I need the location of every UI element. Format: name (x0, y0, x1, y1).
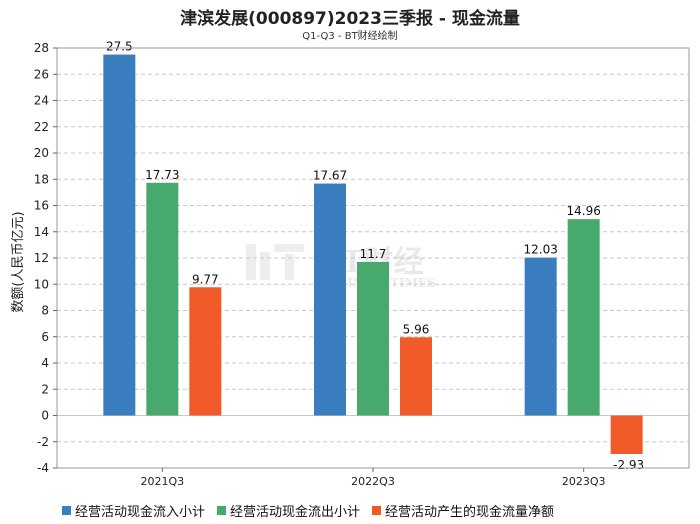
bar-2-2023Q3 (567, 219, 600, 416)
data-label: 5.96 (403, 322, 430, 336)
data-label: 9.77 (192, 272, 219, 286)
y-tick-label: 22 (34, 120, 49, 134)
y-tick-label: -2 (37, 435, 49, 449)
y-tick-label: 8 (41, 304, 49, 318)
legend: 经营活动现金流入小计 经营活动现金流出小计 经营活动产生的现金流量净额 (62, 501, 554, 520)
y-tick-label: 24 (34, 94, 49, 108)
x-tick-label: 2022Q3 (351, 475, 395, 488)
bar-3-2022Q3 (400, 337, 432, 416)
y-tick-label: 2 (41, 382, 49, 396)
chart-title: 津滨发展(000897)2023三季报 - 现金流量 (180, 9, 520, 29)
bar-1-2022Q3 (314, 183, 346, 416)
y-axis-title: 数额(人民币亿元) (11, 211, 26, 312)
bar-2-2021Q3 (146, 182, 179, 416)
y-tick-label: 0 (41, 409, 49, 423)
bar-3-2023Q3 (610, 415, 643, 454)
legend-item-net[interactable]: 经营活动产生的现金流量净额 (372, 501, 554, 520)
bar-1-2021Q3 (103, 54, 136, 416)
y-tick-label: 10 (34, 277, 49, 291)
bar-1-2023Q3 (524, 257, 557, 416)
x-tick-label: 2021Q3 (141, 475, 185, 488)
data-label: 12.03 (523, 243, 557, 257)
y-tick-label: 14 (34, 225, 49, 239)
y-tick-label: 18 (34, 172, 49, 186)
data-label: 14.96 (566, 204, 600, 218)
chart-subtitle: Q1-Q3 - BT财经绘制 (302, 31, 398, 42)
legend-swatch-inflow (62, 506, 71, 515)
legend-label-net: 经营活动产生的现金流量净额 (385, 505, 555, 520)
legend-swatch-net (372, 506, 382, 515)
x-tick-label: 2023Q3 (562, 475, 606, 488)
legend-item-outflow[interactable]: 经营活动现金流出小计 (217, 501, 360, 520)
y-tick-label: 12 (34, 251, 49, 265)
legend-label-inflow: 经营活动现金流入小计 (75, 505, 206, 520)
data-label: 17.73 (145, 168, 179, 182)
y-tick-label: 26 (34, 67, 49, 81)
y-tick-label: 16 (34, 199, 49, 213)
data-label: 17.67 (313, 169, 347, 183)
y-tick-label: 28 (34, 41, 49, 55)
bar-2-2022Q3 (357, 261, 389, 416)
legend-item-inflow[interactable]: 经营活动现金流入小计 (62, 501, 205, 520)
chart-plot: BT财经 BUSINESSTIMES 27.517.739.7717.6711.… (11, 40, 690, 488)
data-label: -2.93 (613, 458, 644, 472)
bar-3-2021Q3 (189, 287, 222, 416)
data-label: 27.5 (106, 40, 133, 54)
data-label: 11.7 (360, 247, 387, 261)
legend-swatch-outflow (217, 506, 227, 515)
y-tick-label: 20 (34, 146, 49, 160)
legend-label-outflow: 经营活动现金流出小计 (230, 505, 361, 520)
y-tick-label: 6 (41, 330, 49, 344)
y-tick-label: -4 (37, 461, 49, 475)
y-tick-label: 4 (41, 356, 49, 370)
